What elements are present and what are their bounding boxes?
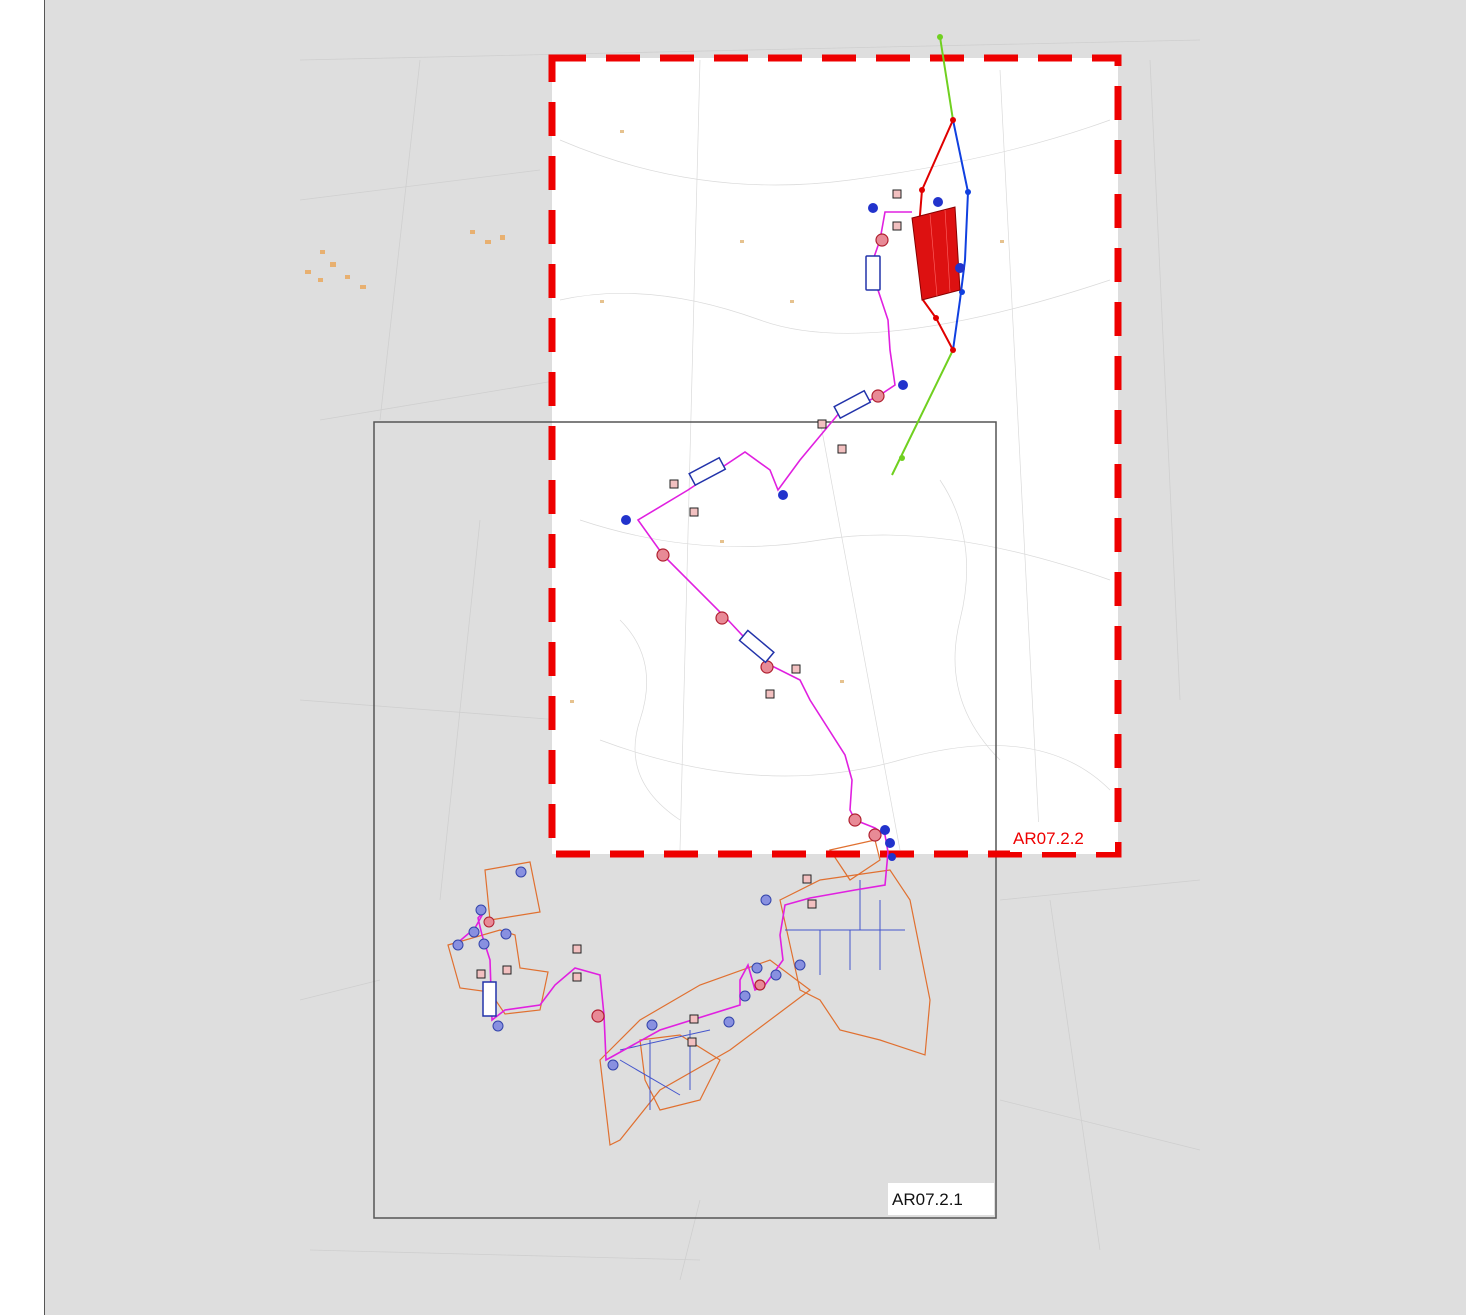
section-flags (476, 189, 902, 1047)
south-internal-cables (619, 880, 905, 1110)
sheet-frame-ar07-2-1 (373, 421, 997, 1219)
sheet-label-ar07-2-1: AR07.2.1 (892, 1190, 963, 1209)
north-sheet-basemap (552, 58, 1118, 854)
south-crossing-markers (483, 916, 495, 928)
north-basemap-dots (570, 130, 1004, 703)
crossing-markers (591, 233, 889, 1023)
frame-border-left (44, 0, 45, 1315)
sheet-label-bg-ar07-2-1 (888, 1183, 994, 1215)
north-basemap-texture (559, 59, 1111, 851)
cable-route-north (636, 211, 912, 853)
basemap-texture (299, 39, 1201, 1281)
green-line-node (937, 34, 943, 40)
line-nodes (919, 117, 971, 353)
green-line-node (899, 455, 905, 461)
sheet-frame-ar07-2-2 (548, 54, 1122, 858)
north-node-markers (621, 197, 965, 861)
sheet-label-bg-ar07-2-2 (1010, 822, 1115, 852)
green-line (891, 36, 954, 476)
cable-route-south (454, 851, 889, 1062)
sheet-label-ar07-2-2: AR07.2.2 (1013, 829, 1084, 848)
section-label-boxes (482, 255, 881, 1017)
south-parcels (447, 839, 931, 1146)
blue-line (952, 119, 970, 351)
substation (911, 206, 961, 301)
south-node-markers (452, 866, 806, 1071)
